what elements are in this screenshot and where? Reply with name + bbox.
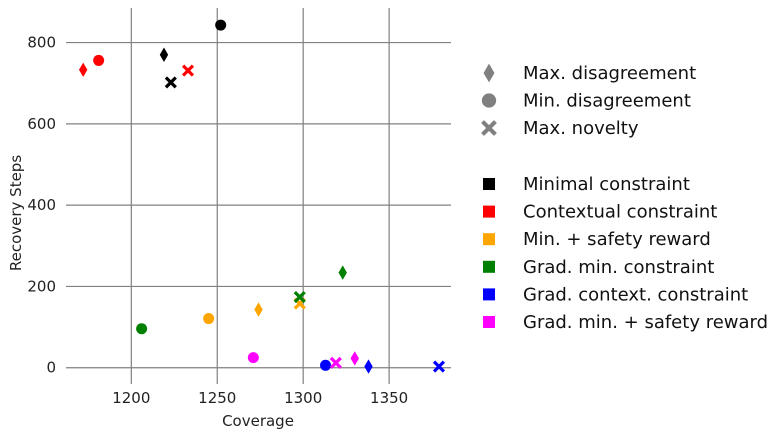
legend-swatch	[483, 316, 495, 328]
y-axis-label: Recovery Steps	[7, 155, 25, 271]
data-point-circle	[203, 313, 215, 325]
data-point-x	[432, 360, 446, 373]
y-tick-label: 800	[27, 34, 56, 52]
x-axis-label: Coverage	[222, 412, 294, 430]
legend-marker-circle	[481, 93, 497, 108]
legend-marker-x	[481, 120, 497, 136]
legend-label: Max. novelty	[523, 118, 639, 139]
data-point-circle	[247, 352, 259, 364]
data-point-x	[181, 64, 195, 77]
data-point-circle	[215, 19, 227, 31]
legend-label: Max. disagreement	[523, 63, 696, 84]
grid-lines	[66, 8, 451, 384]
data-point-diamond	[254, 302, 263, 317]
data-point-circle	[320, 359, 332, 371]
y-tick-label: 600	[27, 115, 56, 133]
data-points	[78, 19, 446, 374]
x-tick-label: 1250	[198, 389, 236, 407]
data-point-diamond	[364, 359, 373, 374]
data-point-x	[164, 76, 177, 89]
legend-label: Contextual constraint	[523, 202, 717, 223]
y-tick-label: 0	[46, 359, 56, 377]
data-point-circle	[93, 54, 105, 66]
legend-swatch	[483, 205, 495, 218]
legend-swatch	[483, 233, 495, 246]
legend-label: Grad. min. + safety reward	[523, 312, 768, 333]
legend-label: Minimal constraint	[523, 174, 690, 195]
x-tick-labels: 1200 1250 1300 1350	[112, 389, 408, 407]
legend: Max. disagreement Min. disagreement Max. n…	[481, 63, 768, 333]
x-tick-label: 1200	[112, 389, 150, 407]
legend-label: Min. disagreement	[523, 91, 691, 112]
x-tick-label: 1350	[370, 389, 408, 407]
legend-label: Grad. context. constraint	[523, 284, 748, 305]
data-point-x	[293, 290, 306, 304]
legend-marker-diamond	[483, 63, 495, 83]
data-point-x	[329, 356, 342, 369]
data-point-diamond	[338, 265, 347, 280]
data-point-diamond	[350, 351, 359, 366]
legend-swatch	[483, 178, 495, 190]
y-tick-label: 400	[27, 196, 56, 214]
legend-label: Grad. min. constraint	[523, 257, 714, 278]
legend-swatch	[483, 288, 495, 301]
y-tick-labels: 0 200 400 600 800	[27, 34, 56, 377]
x-tick-label: 1300	[284, 389, 322, 407]
legend-label: Min. + safety reward	[523, 229, 711, 250]
data-point-circle	[136, 323, 148, 335]
data-point-diamond	[78, 62, 88, 77]
y-tick-label: 200	[27, 277, 56, 295]
legend-swatch	[483, 260, 495, 273]
data-point-diamond	[159, 47, 169, 62]
